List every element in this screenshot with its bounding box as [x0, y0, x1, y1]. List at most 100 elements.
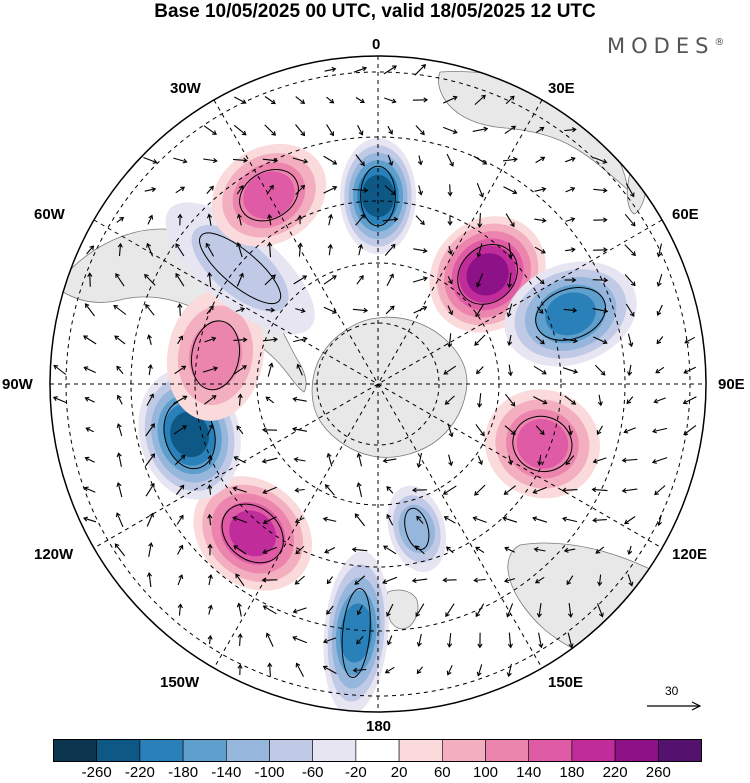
lon-label-150w: 150W — [160, 674, 200, 691]
map-title: Base 10/05/2025 00 UTC, valid 18/05/2025… — [154, 1, 596, 22]
wind-arrow — [475, 603, 485, 618]
anomaly-contour — [398, 504, 436, 554]
wind-arrow — [174, 454, 186, 465]
wind-arrow — [507, 632, 513, 649]
lon-label-30e: 30E — [548, 80, 575, 97]
wind-arrow — [207, 543, 213, 556]
wind-arrow — [146, 571, 153, 588]
wind-arrow — [355, 154, 365, 167]
wind-arrow — [324, 66, 337, 72]
wind-arrow — [233, 337, 248, 343]
wind-arrow — [175, 484, 185, 495]
wind-arrow — [297, 242, 303, 257]
wind-arrow — [384, 243, 396, 256]
wind-arrow — [532, 516, 548, 523]
wind-arrow — [323, 306, 338, 314]
wind-arrow — [384, 185, 396, 196]
colorbar-tick-label: -100 — [254, 764, 285, 781]
wind-arrow — [265, 396, 275, 404]
wind-arrow — [351, 547, 368, 553]
wind-arrow — [356, 452, 363, 467]
colorbar-tick-label: -180 — [168, 764, 199, 781]
wind-arrow — [323, 185, 338, 194]
wind-arrow — [116, 394, 123, 405]
wind-arrow — [354, 513, 366, 527]
lon-label-120w: 120W — [34, 546, 74, 563]
wind-arrow — [175, 272, 185, 287]
wind-arrow — [416, 633, 422, 648]
streamline-contour — [341, 588, 371, 678]
wind-arrow — [476, 273, 484, 288]
anomaly-contour — [545, 292, 596, 336]
wind-arrow — [597, 574, 603, 587]
anomaly-contour — [243, 171, 295, 219]
anomaly-contour — [361, 174, 395, 218]
wind-arrow — [265, 632, 274, 647]
wind-arrow — [261, 427, 278, 433]
wind-arrow — [414, 63, 427, 76]
wind-arrow — [416, 666, 424, 675]
lon-label-90w: 90W — [2, 376, 33, 393]
wind-arrow — [206, 305, 214, 315]
wind-arrow — [592, 336, 608, 345]
wind-arrow — [534, 246, 546, 254]
wind-arrow — [233, 365, 247, 375]
wind-arrow — [472, 516, 487, 523]
wind-arrow — [292, 635, 308, 644]
wind-arrow — [417, 185, 424, 196]
colorbar-cell — [657, 739, 702, 762]
streamline-contour — [199, 232, 282, 305]
wind-arrow — [295, 308, 306, 314]
colorbar-cell — [226, 739, 270, 762]
wind-arrow — [146, 393, 154, 407]
anomaly-contour — [516, 419, 569, 469]
wind-arrow — [504, 578, 516, 584]
wind-arrow — [567, 632, 574, 649]
wind-arrow — [236, 185, 244, 195]
wind-arrow — [145, 303, 155, 316]
wind-arrow — [534, 576, 545, 584]
wind-arrow — [443, 126, 458, 134]
wind-arrow — [352, 667, 367, 673]
wind-arrow — [683, 424, 697, 436]
wind-arrow — [446, 153, 454, 167]
colorbar-cell — [53, 739, 98, 762]
wind-arrow — [207, 454, 213, 465]
wind-arrow — [533, 365, 547, 375]
wind-arrow — [328, 213, 334, 226]
wind-arrow — [114, 335, 126, 345]
wind-arrow — [627, 545, 633, 555]
wind-arrow — [115, 512, 124, 528]
wind-arrow — [656, 514, 662, 527]
wind-arrow — [207, 484, 213, 495]
wind-arrow — [145, 482, 155, 497]
lon-label-30w: 30W — [170, 80, 201, 97]
wind-arrow — [206, 185, 214, 194]
wind-arrow — [296, 363, 303, 376]
wind-arrow — [624, 244, 636, 257]
wind-arrow — [533, 546, 546, 553]
wind-arrow — [414, 545, 425, 555]
wind-arrow — [267, 362, 274, 377]
colorbar-tick-label: 60 — [433, 764, 451, 781]
wind-arrow — [502, 516, 518, 523]
wind-arrow — [356, 605, 363, 616]
wind-arrow — [84, 396, 95, 403]
wind-arrow — [684, 336, 696, 344]
wind-arrow — [85, 427, 94, 433]
streamline-contour — [221, 503, 284, 564]
wind-arrow — [297, 214, 303, 225]
wind-arrow — [147, 363, 153, 376]
wind-arrow — [411, 577, 428, 584]
wind-arrow — [145, 423, 155, 437]
lon-label-180: 180 — [366, 718, 392, 735]
reference-vector-label: 30 — [665, 684, 679, 698]
wind-arrow — [387, 154, 394, 167]
wind-arrow — [655, 366, 665, 374]
wind-arrow — [535, 156, 546, 164]
wind-arrow — [177, 544, 184, 555]
wind-arrow — [592, 517, 607, 523]
wind-arrow — [324, 484, 335, 496]
wind-arrow — [262, 336, 279, 343]
modes-logo: MODES® — [607, 34, 724, 58]
